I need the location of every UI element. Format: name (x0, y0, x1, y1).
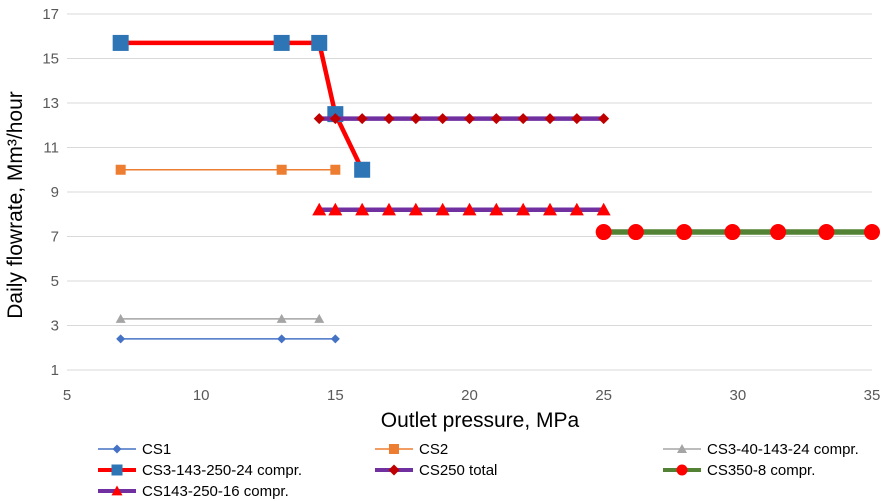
data-point (676, 224, 693, 241)
legend-label: CS350-8 compr. (707, 462, 815, 479)
x-tick-label: 35 (864, 387, 881, 404)
data-point (516, 202, 531, 216)
legend-marker (677, 444, 687, 453)
data-point (462, 202, 477, 216)
y-axis-label: Daily flowrate, Mm³/hour (4, 91, 27, 319)
gridlines (67, 13, 872, 371)
legend-item: CS3-40-143-24 compr. (663, 441, 859, 458)
data-point (598, 113, 610, 125)
legend-marker (388, 464, 400, 476)
data-point (569, 202, 584, 216)
legend: CS1 CS2 CS3-40-143-24 compr. CS3-143-250-24… (98, 441, 859, 500)
y-tick-label: 13 (42, 95, 59, 112)
data-point (115, 164, 126, 175)
data-point (383, 113, 395, 125)
data-point (724, 224, 741, 241)
data-point (116, 334, 126, 344)
data-point (312, 202, 327, 216)
legend-marker (111, 464, 123, 476)
data-point (464, 113, 475, 125)
legend-label: CS250 total (419, 462, 497, 479)
x-axis-label: Outlet pressure, MPa (381, 409, 580, 432)
data-point (276, 313, 287, 323)
legend-item: CS350-8 compr. (663, 462, 815, 479)
data-point (595, 224, 612, 241)
series-1 (115, 164, 341, 175)
data-point (273, 34, 290, 51)
data-point (864, 224, 880, 241)
legend-item: CS3-143-250-24 compr. (98, 462, 302, 479)
data-point (818, 224, 835, 241)
y-tick-label: 5 (51, 273, 59, 290)
data-point (115, 313, 126, 323)
y-tick-label: 9 (51, 184, 59, 201)
data-point (355, 202, 370, 216)
data-point (435, 202, 450, 216)
data-point (543, 202, 557, 216)
x-tick-label: 25 (595, 387, 612, 404)
legend-marker (676, 464, 688, 476)
x-tick-label: 15 (327, 387, 344, 404)
data-point (329, 113, 341, 125)
legend-label: CS1 (142, 441, 171, 458)
data-point (311, 34, 328, 51)
data-point (596, 202, 611, 216)
legend-label: CS2 (419, 441, 448, 458)
series-4 (313, 113, 610, 125)
data-point (489, 202, 504, 216)
data-point (627, 224, 644, 241)
legend-label: CS3-40-143-24 compr. (707, 441, 859, 458)
legend-item: CS2 (375, 441, 448, 458)
series-0 (116, 334, 340, 344)
data-point (356, 113, 368, 125)
x-tick-labels: 5 10 15 20 25 30 35 (63, 387, 881, 404)
data-point (770, 224, 787, 241)
y-tick-label: 3 (51, 318, 59, 335)
data-point (328, 202, 343, 216)
legend-label: CS143-250-16 compr. (142, 483, 289, 500)
data-point (354, 161, 371, 178)
data-point (544, 113, 556, 125)
data-point (382, 202, 396, 216)
y-tick-label: 1 (51, 362, 59, 379)
legend-marker (111, 485, 123, 496)
x-tick-label: 20 (461, 387, 478, 404)
series-6 (312, 202, 611, 216)
x-tick-label: 10 (193, 387, 210, 404)
series-5 (595, 224, 880, 241)
data-point (313, 113, 325, 125)
data-point (112, 34, 129, 51)
data-point (517, 113, 529, 125)
data-point (490, 113, 502, 125)
legend-item: CS1 (98, 441, 171, 458)
series-2 (115, 313, 325, 323)
legend-marker (389, 444, 399, 454)
series-line (120, 40, 365, 171)
series-3 (112, 34, 371, 178)
x-tick-label: 5 (63, 387, 71, 404)
data-point (437, 113, 449, 125)
data-point (276, 164, 287, 175)
legend-marker (112, 444, 122, 454)
data-point (408, 202, 423, 216)
x-tick-label: 30 (729, 387, 746, 404)
data-point (277, 334, 287, 344)
data-point (571, 113, 583, 125)
data-point (410, 113, 422, 125)
y-tick-label: 7 (51, 229, 59, 246)
y-tick-label: 15 (42, 51, 59, 68)
legend-item: CS250 total (375, 462, 497, 479)
y-tick-label: 17 (42, 6, 59, 23)
legend-item: CS143-250-16 compr. (98, 483, 289, 500)
y-tick-label: 11 (43, 140, 59, 157)
data-point (330, 164, 341, 175)
series-group (112, 34, 880, 344)
data-point (314, 313, 325, 323)
legend-label: CS3-143-250-24 compr. (142, 462, 302, 479)
data-point (330, 334, 340, 344)
